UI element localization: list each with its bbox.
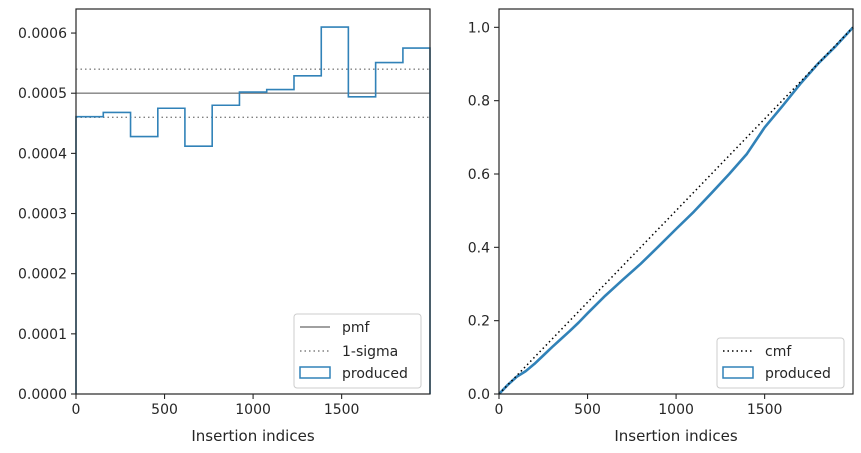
legend-box bbox=[293, 313, 422, 389]
produced-step-histogram bbox=[75, 26, 431, 394]
y-axis: 0.0000 0.0001 0.0002 0.0003 0.0004 0.0005 0.00… bbox=[18, 26, 76, 403]
x-tick-label: 0 bbox=[495, 402, 504, 418]
x-tick-label: 1500 bbox=[324, 402, 360, 418]
x-axis: 0 500 1000 1500 bbox=[495, 394, 783, 418]
y-tick-label: 0.0004 bbox=[18, 146, 67, 162]
series-group bbox=[498, 26, 854, 395]
legend-label-cmf: cmf bbox=[765, 344, 792, 360]
y-tick-label: 0.2 bbox=[468, 314, 490, 330]
y-tick-label: 0.0005 bbox=[18, 86, 67, 102]
x-axis-label: Insertion indices bbox=[191, 427, 314, 445]
y-tick-label: 0.0 bbox=[468, 387, 490, 403]
x-tick-label: 0 bbox=[72, 402, 81, 418]
pmf-histogram-panel: 0 500 1000 1500 0.00000.00010.00020.00030.0… bbox=[18, 8, 431, 445]
x-tick-label: 1000 bbox=[235, 402, 271, 418]
legend-handle-produced bbox=[299, 366, 331, 379]
produced-cumulative-line bbox=[498, 26, 854, 395]
y-tick-label: 0.6 bbox=[468, 167, 490, 183]
y-tick-label: 0.0003 bbox=[18, 207, 67, 223]
x-axis: 0 500 1000 1500 bbox=[72, 394, 360, 418]
x-tick-label: 500 bbox=[151, 402, 178, 418]
x-tick-label: 1500 bbox=[747, 402, 783, 418]
y-tick-label: 0.4 bbox=[468, 240, 490, 256]
plot-area bbox=[499, 9, 853, 394]
legend-label-1-sigma: 1-sigma bbox=[342, 344, 398, 360]
y-tick-label: 0.0001 bbox=[18, 327, 67, 343]
x-tick-label: 500 bbox=[574, 402, 601, 418]
legend: cmf produced bbox=[716, 337, 845, 389]
y-tick-label: 0.0002 bbox=[18, 267, 67, 283]
y-axis: 0.0 0.2 0.4 0.6 0.8 1.0 bbox=[468, 20, 499, 403]
x-tick-label: 1000 bbox=[658, 402, 694, 418]
y-tick-label: 1.0 bbox=[468, 20, 490, 36]
series-group bbox=[75, 26, 431, 394]
legend: pmf 1-sigma produced bbox=[293, 313, 422, 389]
cmf-panel: 0 500 1000 1500 0.0 0.2 0.4 0.6 0.8 1.0 Insertio… bbox=[468, 8, 854, 445]
legend-label-produced: produced bbox=[765, 366, 831, 382]
legend-box bbox=[716, 337, 845, 389]
x-axis-label: Insertion indices bbox=[614, 427, 737, 445]
y-tick-label: 0.0006 bbox=[18, 26, 67, 42]
legend-label-produced: produced bbox=[342, 366, 408, 382]
legend-handle-produced bbox=[722, 366, 754, 379]
legend-label-pmf: pmf bbox=[342, 320, 371, 336]
y-tick-label: 0.8 bbox=[468, 94, 490, 110]
y-tick-label: 0.0000 bbox=[18, 387, 67, 403]
